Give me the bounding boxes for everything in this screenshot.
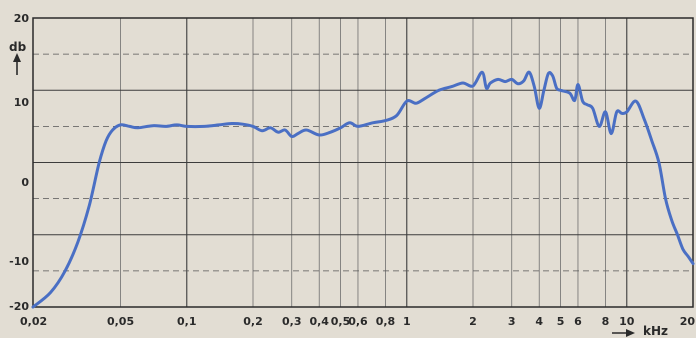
x-tick-label: 0,1 xyxy=(177,315,197,328)
x-tick-label: 8 xyxy=(602,315,610,328)
x-tick-label: 2 xyxy=(469,315,477,328)
y-tick-label: 20 xyxy=(14,12,30,25)
grid xyxy=(33,18,693,307)
x-tick-label: 0,3 xyxy=(282,315,302,328)
x-tick-label: 1 xyxy=(403,315,411,328)
x-tick-label: 0,2 xyxy=(243,315,263,328)
x-tick-label: 0,05 xyxy=(107,315,134,328)
x-tick-label: 3 xyxy=(508,315,516,328)
series-line-0 xyxy=(31,70,695,309)
y-tick-label: -20 xyxy=(9,300,29,313)
y-tick-label: 0 xyxy=(21,176,29,189)
x-tick-label: 4 xyxy=(535,315,543,328)
x-tick-label: 5 xyxy=(557,315,565,328)
y-tick-labels: -20 -10 0 10 20 xyxy=(9,12,29,313)
y-tick-label: 10 xyxy=(14,96,30,109)
x-axis-arrow-icon xyxy=(612,329,635,337)
y-tick-label: -10 xyxy=(9,255,29,268)
y-axis-arrow-icon xyxy=(13,53,21,75)
series-layer xyxy=(31,70,695,309)
x-tick-label: 20 xyxy=(680,315,696,328)
x-tick-labels: 0,02 0,05 0,1 0,2 0,3 0,4 0,50,6 0,8 1 2 3 4 5 6 8 10 20 xyxy=(20,315,695,328)
x-tick-label: 0,4 xyxy=(309,315,329,328)
x-tick-label: 6 xyxy=(574,315,582,328)
plot-border xyxy=(32,17,694,308)
x-tick-label: 0,5 xyxy=(331,315,351,328)
x-tick-label: 10 xyxy=(619,315,635,328)
x-tick-label: 0,6 xyxy=(348,315,368,328)
x-axis-label: kHz xyxy=(643,324,668,338)
plot-frame xyxy=(32,17,694,308)
x-tick-label: 0,8 xyxy=(376,315,396,328)
y-axis-label: db xyxy=(9,40,27,54)
x-tick-label: 0,02 xyxy=(20,315,47,328)
